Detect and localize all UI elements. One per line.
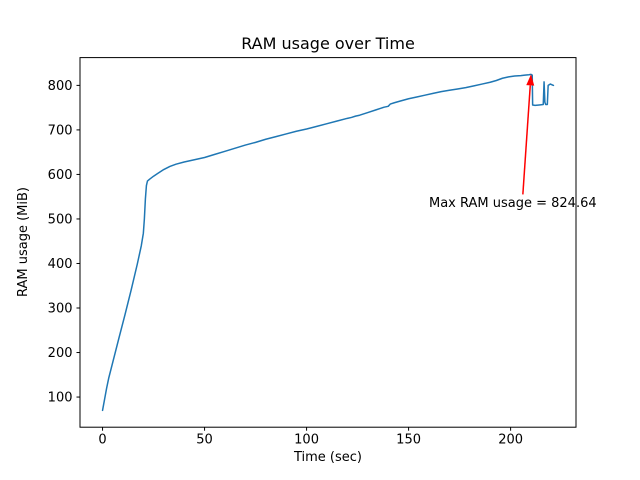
ram-usage-line — [101, 73, 555, 412]
series-layer — [101, 73, 555, 412]
axes-spines — [79, 57, 577, 428]
x-tick-label: 200 — [498, 433, 523, 448]
y-tick-label: 300 — [48, 302, 73, 317]
y-tick-label: 600 — [48, 168, 73, 183]
max-ram-annotation: Max RAM usage = 824.64 — [429, 196, 597, 211]
y-tick-label: 200 — [48, 346, 73, 361]
annotation-arrow-head — [526, 74, 535, 86]
chart-title: RAM usage over Time — [241, 34, 415, 53]
y-tick-label: 400 — [48, 257, 73, 272]
y-tick-label: 500 — [48, 212, 73, 227]
y-tick-label: 700 — [48, 123, 73, 138]
annotation-layer: Max RAM usage = 824.64 — [429, 74, 597, 211]
y-axis-label: RAM usage (MiB) — [16, 187, 31, 297]
annotation-arrow-line — [522, 85, 532, 195]
x-axis-label: Time (sec) — [293, 450, 362, 465]
x-tick-label: 0 — [98, 433, 106, 448]
axes-layer: 0 50 100 150 200 100 200 300 400 500 600 700 800 — [48, 57, 577, 448]
x-tick-label: 50 — [196, 433, 213, 448]
x-tick-label: 100 — [294, 433, 319, 448]
x-tick-label: 150 — [396, 433, 421, 448]
y-tick-label: 100 — [48, 391, 73, 406]
y-tick-label: 800 — [48, 79, 73, 94]
